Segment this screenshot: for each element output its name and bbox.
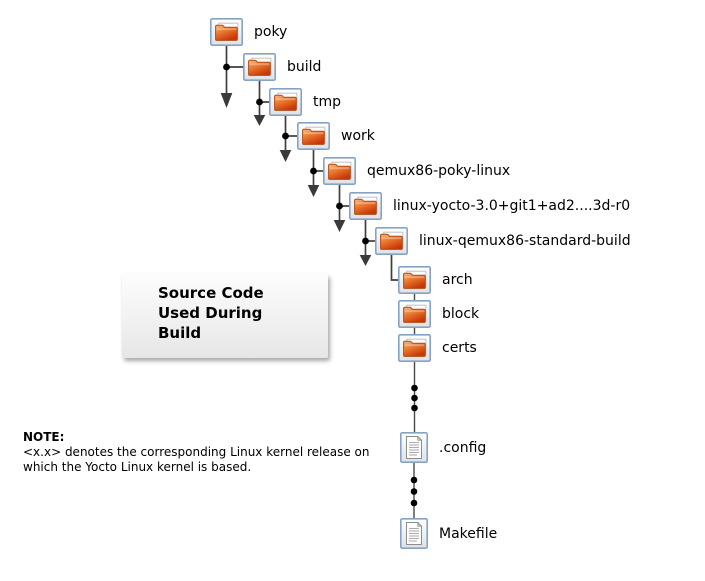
folder-icon	[398, 334, 431, 362]
vertical-ellipsis-dots	[410, 384, 418, 507]
source-code-callout: Source Code Used During Build	[122, 274, 328, 358]
document-icon	[400, 518, 428, 549]
node-label: linux-yocto-3.0+git1+ad2....3d-r0	[393, 198, 631, 214]
node-label: poky	[254, 24, 288, 40]
node-label: .config	[439, 439, 487, 456]
branch-junction-dot	[223, 63, 369, 245]
node-label: qemux86-poky-linux	[367, 163, 511, 179]
folder-icon	[243, 53, 276, 81]
tree-node-linux-qemux86-standard-build: linux-qemux86-standard-build	[375, 227, 631, 255]
node-label: Makefile	[439, 525, 498, 542]
down-arrow	[220, 93, 372, 266]
tree-node-build: build	[243, 53, 321, 81]
document-icon	[400, 432, 428, 463]
tree-node-poky: poky	[210, 18, 287, 46]
note-block: NOTE: <x.x> denotes the corresponding Li…	[23, 430, 378, 475]
folder-icon	[210, 18, 243, 46]
tree-node-work: work	[297, 122, 375, 150]
tree-node-dotconfig: .config	[400, 432, 486, 463]
node-label: work	[341, 128, 375, 144]
folder-icon	[349, 192, 382, 220]
callout-line: Build	[158, 324, 202, 342]
node-label: build	[287, 59, 322, 75]
tree-node-block: block	[398, 300, 479, 328]
note-text: which the Yocto Linux kernel is based.	[23, 460, 252, 474]
tree-node-makefile: Makefile	[400, 518, 497, 549]
folder-icon	[269, 88, 302, 116]
note-title: NOTE:	[23, 430, 65, 444]
node-label: block	[442, 306, 480, 322]
note-text: <x.x> denotes the corresponding Linux ke…	[23, 445, 370, 459]
node-label: certs	[442, 340, 477, 356]
folder-icon	[297, 122, 330, 150]
folder-icon	[398, 266, 431, 294]
tree-node-tmp: tmp	[269, 88, 341, 116]
callout-line: Source Code	[158, 284, 264, 302]
tree-node-certs: certs	[398, 334, 477, 362]
folder-icon	[398, 300, 431, 328]
tree-node-linux-yocto: linux-yocto-3.0+git1+ad2....3d-r0	[349, 192, 630, 220]
node-label: linux-qemux86-standard-build	[419, 233, 631, 249]
tree-node-qemux86-poky-linux: qemux86-poky-linux	[323, 157, 510, 185]
node-label: arch	[442, 272, 473, 288]
folder-icon	[375, 227, 408, 255]
folder-icon	[323, 157, 356, 185]
node-label: tmp	[313, 94, 342, 110]
callout-line: Used During	[158, 304, 263, 322]
tree-node-arch: arch	[398, 266, 473, 294]
